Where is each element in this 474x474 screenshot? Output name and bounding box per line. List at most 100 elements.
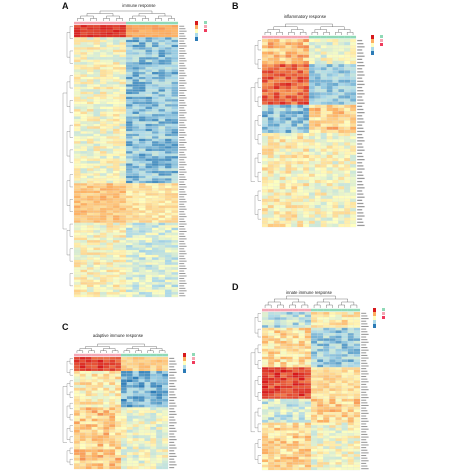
heatmap-cell [292, 435, 299, 439]
heatmap-cell [310, 435, 318, 439]
row-dendrogram-branch [69, 358, 73, 365]
heatmap-cell [347, 451, 354, 455]
heatmap-cell [320, 176, 327, 181]
heatmap-cell [320, 114, 327, 118]
heatmap-cell [164, 262, 172, 265]
heatmap-cell [286, 380, 293, 384]
heatmap-cell [99, 277, 107, 280]
heatmap-cell [91, 457, 98, 461]
heatmap-cell [274, 401, 281, 405]
heatmap-cell [285, 173, 292, 177]
dendrogram-branch [267, 301, 281, 305]
gene-label [361, 365, 369, 367]
row-dendrogram-branch [254, 348, 258, 365]
heatmap-cell [151, 242, 159, 246]
panel-b-dendrogram [264, 23, 354, 35]
heatmap-cell [297, 148, 304, 152]
heatmap-cell [261, 198, 268, 203]
heatmap-cell [341, 417, 348, 421]
heatmap-cell [106, 237, 114, 241]
heatmap-cell [171, 173, 179, 176]
heatmap-cell [86, 76, 94, 80]
heatmap-cell [80, 279, 88, 283]
heatmap-cell [320, 158, 327, 162]
heatmap-cell [286, 322, 293, 326]
heatmap-cell [310, 427, 318, 431]
heatmap-cell [341, 354, 348, 357]
heatmap-cell [106, 52, 114, 55]
heatmap-cell [158, 168, 166, 171]
heatmap-cell [285, 176, 292, 181]
heatmap-cell [280, 433, 287, 436]
heatmap-cell [171, 274, 179, 278]
heatmap-cell [158, 153, 166, 157]
heatmap-cell [158, 52, 166, 55]
heatmap-cell [344, 79, 351, 83]
heatmap-cell [73, 387, 80, 391]
heatmap-cell [323, 388, 330, 392]
gene-label [179, 67, 187, 69]
heatmap-cell [171, 126, 179, 129]
dendrogram-branch [77, 18, 84, 21]
heatmap-cell [73, 440, 80, 444]
heatmap-cell [144, 404, 151, 408]
heatmap-cell [93, 287, 101, 290]
heatmap-cell [347, 419, 354, 423]
heatmap-cell [274, 433, 281, 436]
heatmap-cell [86, 227, 94, 231]
heatmap-cell [119, 284, 127, 288]
heatmap-cell [298, 398, 305, 402]
heatmap-cell [286, 398, 293, 402]
heatmap-cell [85, 368, 92, 372]
heatmap-cell [73, 104, 81, 107]
heatmap-cell [138, 222, 146, 226]
legend-scale-step [371, 47, 374, 51]
heatmap-cell [310, 351, 318, 355]
panel-letter-a: A [62, 1, 69, 11]
heatmap-cell [341, 322, 348, 326]
heatmap-cell [341, 440, 348, 444]
heatmap-cell [344, 176, 351, 181]
heatmap-cell [109, 387, 116, 391]
heatmap-cell [273, 167, 280, 171]
heatmap-cell [268, 396, 275, 400]
heatmap-cell [304, 430, 312, 434]
heatmap-cell [171, 252, 179, 256]
heatmap-cell [171, 242, 179, 246]
heatmap-cell [138, 289, 146, 293]
heatmap-cell [310, 448, 318, 452]
heatmap-cell [93, 225, 101, 228]
heatmap-cell [145, 195, 153, 199]
row-dendrogram-branch [69, 149, 73, 163]
heatmap-cell [119, 131, 127, 134]
heatmap-cell [347, 359, 354, 363]
gene-label [361, 354, 368, 356]
heatmap-cell [332, 205, 339, 209]
heatmap-cell [320, 85, 327, 90]
heatmap-cell [138, 279, 146, 283]
heatmap-cell [292, 314, 299, 318]
heatmap-cell [267, 95, 274, 99]
heatmap-cell [280, 456, 287, 460]
heatmap-cell [85, 438, 92, 442]
dendrogram-branch [88, 350, 95, 353]
heatmap-cell [329, 354, 336, 357]
heatmap-cell [326, 60, 333, 65]
heatmap-cell [291, 192, 298, 196]
heatmap-cell [125, 52, 133, 55]
legend-group-swatch [380, 39, 383, 42]
heatmap-cell [171, 170, 179, 174]
group-annotation-cell [314, 35, 321, 39]
heatmap-cell [164, 160, 172, 164]
heatmap-cell [73, 249, 81, 253]
heatmap-cell [138, 398, 145, 402]
heatmap-cell [329, 322, 336, 326]
heatmap-cell [341, 398, 348, 402]
heatmap-cell [144, 446, 151, 450]
heatmap-cell [158, 287, 166, 290]
gene-label [361, 368, 367, 370]
heatmap-cell [99, 165, 107, 169]
heatmap-cell [171, 113, 179, 117]
heatmap-cell [292, 364, 299, 368]
heatmap-cell [97, 393, 104, 397]
